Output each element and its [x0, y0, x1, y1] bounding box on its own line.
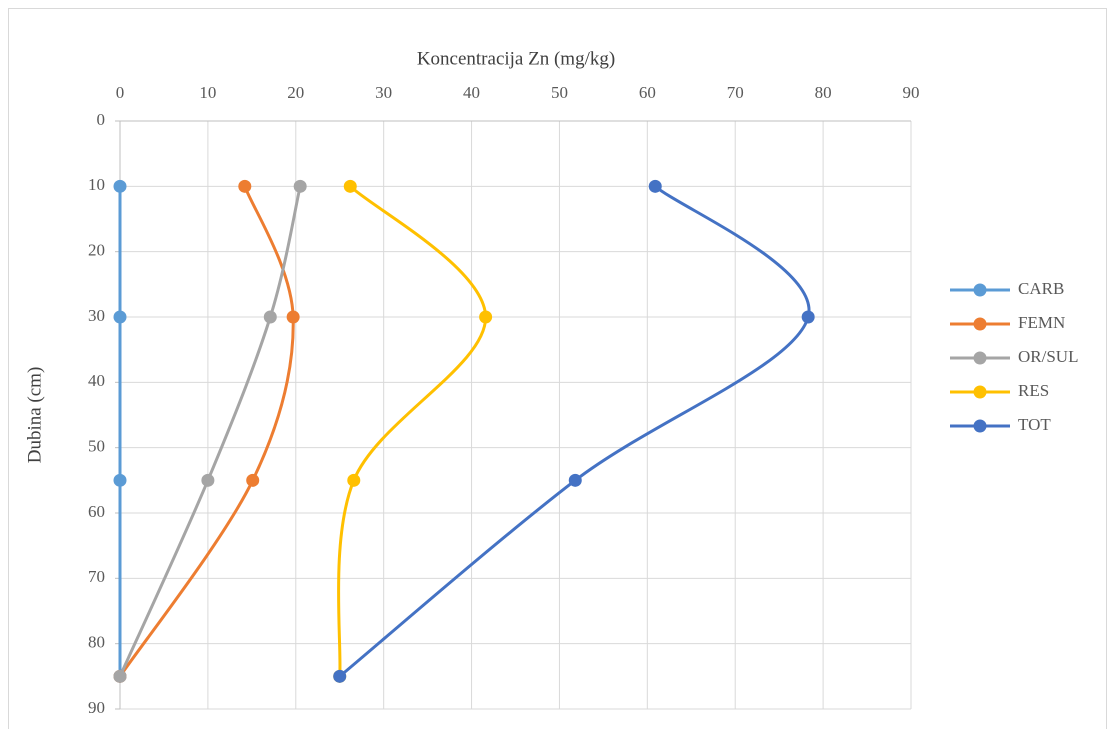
legend-label: OR/SUL	[1018, 347, 1078, 366]
y-tick-label: 30	[88, 306, 105, 325]
data-point	[238, 179, 252, 193]
data-point	[347, 473, 361, 487]
data-point	[201, 473, 215, 487]
data-point	[113, 179, 127, 193]
legend-label: FEMN	[1018, 313, 1065, 332]
legend-label: TOT	[1018, 415, 1051, 434]
data-point	[113, 669, 127, 683]
chart-border	[8, 8, 1107, 729]
y-tick-label: 60	[88, 502, 105, 521]
x-axis-title: Koncentracija Zn (mg/kg)	[417, 48, 615, 69]
series-line	[118, 185, 302, 677]
x-tick-label: 60	[639, 83, 656, 102]
data-point	[286, 310, 300, 324]
data-point	[113, 310, 127, 324]
y-tick-label: 20	[88, 241, 105, 260]
legend-label: CARB	[1018, 279, 1064, 298]
y-tick-label: 0	[97, 110, 106, 129]
data-point	[113, 473, 127, 487]
x-tick-label: 30	[375, 83, 392, 102]
legend-marker	[973, 385, 987, 399]
data-point	[263, 310, 277, 324]
data-point	[246, 473, 260, 487]
y-tick-label: 90	[88, 698, 105, 717]
y-tick-label: 70	[88, 567, 105, 586]
x-tick-label: 20	[287, 83, 304, 102]
legend-marker	[973, 317, 987, 331]
series-line	[338, 185, 811, 678]
series-line	[337, 185, 488, 677]
legend-marker	[973, 419, 987, 433]
y-tick-label: 10	[88, 175, 105, 194]
x-tick-label: 50	[551, 83, 568, 102]
data-point	[479, 310, 493, 324]
data-point	[568, 473, 582, 487]
legend-label: RES	[1018, 381, 1049, 400]
x-tick-label: 0	[116, 83, 125, 102]
legend-marker	[973, 351, 987, 365]
data-point	[333, 669, 347, 683]
y-tick-label: 50	[88, 437, 105, 456]
data-point	[801, 310, 815, 324]
x-tick-label: 10	[199, 83, 216, 102]
y-axis-title: Dubina (cm)	[24, 367, 45, 464]
x-tick-label: 80	[815, 83, 832, 102]
data-point	[343, 179, 357, 193]
data-point	[648, 179, 662, 193]
data-point	[293, 179, 307, 193]
x-tick-label: 40	[463, 83, 480, 102]
y-tick-label: 40	[88, 371, 105, 390]
x-tick-label: 90	[903, 83, 920, 102]
legend-marker	[973, 283, 987, 297]
y-tick-label: 80	[88, 633, 105, 652]
series-line	[118, 185, 295, 678]
x-tick-label: 70	[727, 83, 744, 102]
